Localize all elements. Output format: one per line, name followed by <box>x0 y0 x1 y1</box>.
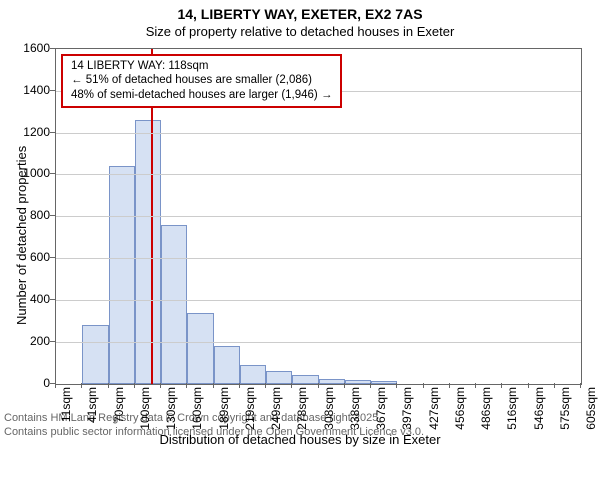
x-tick <box>501 383 502 388</box>
histogram-bar <box>109 166 135 384</box>
x-tick-label: 100sqm <box>138 387 152 430</box>
x-tick-label: 427sqm <box>427 387 441 430</box>
y-tick-label: 0 <box>6 376 50 390</box>
chart-titles: 14, LIBERTY WAY, EXETER, EX2 7AS Size of… <box>0 0 600 40</box>
x-tick-label: 219sqm <box>243 387 257 430</box>
x-tick <box>81 383 82 388</box>
y-tick <box>50 299 55 300</box>
y-tick <box>50 341 55 342</box>
histogram-bar <box>292 375 318 383</box>
x-tick <box>554 383 555 388</box>
x-tick-label: 486sqm <box>479 387 493 430</box>
y-tick-label: 1200 <box>6 125 50 139</box>
y-tick-label: 400 <box>6 292 50 306</box>
y-tick <box>50 48 55 49</box>
legend-line-2: ← 51% of detached houses are smaller (2,… <box>71 73 332 87</box>
x-tick <box>108 383 109 388</box>
x-tick <box>580 383 581 388</box>
x-tick-label: 249sqm <box>269 387 283 430</box>
x-tick-label: 575sqm <box>558 387 572 430</box>
histogram-bar <box>266 371 292 384</box>
y-tick <box>50 257 55 258</box>
x-tick-label: 41sqm <box>85 387 99 423</box>
y-tick-label: 1400 <box>6 83 50 97</box>
x-tick-label: 308sqm <box>322 387 336 430</box>
y-tick <box>50 173 55 174</box>
histogram-bar <box>82 325 108 384</box>
x-tick <box>528 383 529 388</box>
x-tick <box>423 383 424 388</box>
y-tick-label: 1600 <box>6 41 50 55</box>
histogram-bar <box>187 313 213 384</box>
x-tick <box>396 383 397 388</box>
x-tick <box>213 383 214 388</box>
histogram-bar <box>345 380 371 384</box>
x-tick-label: 367sqm <box>374 387 388 430</box>
legend-box: 14 LIBERTY WAY: 118sqm ← 51% of detached… <box>61 54 342 108</box>
y-tick-label: 200 <box>6 334 50 348</box>
x-tick <box>318 383 319 388</box>
gridline <box>56 300 581 301</box>
x-tick <box>265 383 266 388</box>
histogram-bar <box>161 225 187 384</box>
x-tick <box>370 383 371 388</box>
x-tick-label: 160sqm <box>190 387 204 430</box>
chart-container: 14 LIBERTY WAY: 118sqm ← 51% of detached… <box>0 40 600 440</box>
x-tick <box>55 383 56 388</box>
chart-title-line2: Size of property relative to detached ho… <box>0 24 600 40</box>
x-tick <box>291 383 292 388</box>
histogram-bar <box>319 379 345 384</box>
x-tick-label: 130sqm <box>164 387 178 430</box>
histogram-bar <box>135 120 161 384</box>
x-tick <box>239 383 240 388</box>
histogram-bar <box>214 346 240 384</box>
x-tick <box>344 383 345 388</box>
x-tick-label: 397sqm <box>400 387 414 430</box>
histogram-bar <box>371 381 397 384</box>
x-tick <box>186 383 187 388</box>
x-tick <box>449 383 450 388</box>
x-tick <box>475 383 476 388</box>
y-tick <box>50 90 55 91</box>
y-tick <box>50 132 55 133</box>
legend-line-1: 14 LIBERTY WAY: 118sqm <box>71 59 332 73</box>
x-tick-label: 338sqm <box>348 387 362 430</box>
x-tick <box>134 383 135 388</box>
chart-title-line1: 14, LIBERTY WAY, EXETER, EX2 7AS <box>0 6 600 24</box>
x-tick-label: 278sqm <box>295 387 309 430</box>
x-tick-label: 456sqm <box>453 387 467 430</box>
gridline <box>56 216 581 217</box>
x-tick-label: 605sqm <box>584 387 598 430</box>
y-tick-label: 600 <box>6 250 50 264</box>
gridline <box>56 258 581 259</box>
legend-line-3: 48% of semi-detached houses are larger (… <box>71 88 332 102</box>
y-tick <box>50 215 55 216</box>
x-tick-label: 516sqm <box>505 387 519 430</box>
histogram-bar <box>240 365 266 384</box>
x-tick-label: 546sqm <box>532 387 546 430</box>
y-tick-label: 1000 <box>6 166 50 180</box>
y-tick-label: 800 <box>6 208 50 222</box>
gridline <box>56 174 581 175</box>
gridline <box>56 133 581 134</box>
x-tick-label: 70sqm <box>112 387 126 423</box>
x-tick-label: 11sqm <box>59 387 73 422</box>
gridline <box>56 342 581 343</box>
x-tick-label: 189sqm <box>217 387 231 430</box>
x-tick <box>160 383 161 388</box>
